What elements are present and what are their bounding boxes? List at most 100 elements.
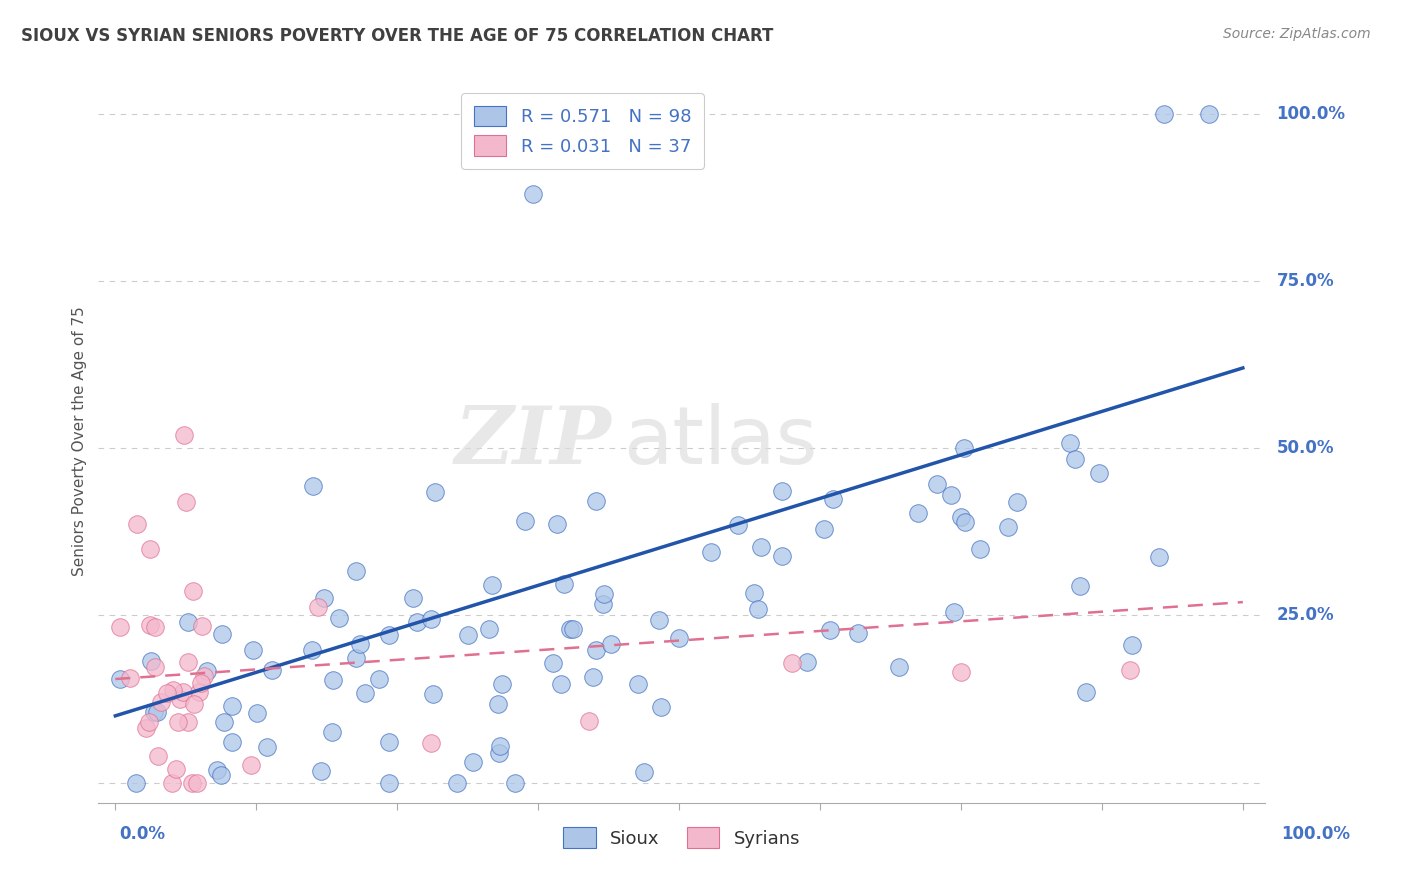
Point <box>148 748 170 763</box>
Point <box>139 618 162 632</box>
Point <box>1198 107 1220 121</box>
Point <box>481 578 503 592</box>
Point <box>925 477 948 491</box>
Point <box>242 643 264 657</box>
Point <box>1121 638 1143 652</box>
Point <box>747 601 769 615</box>
Text: 0.0%: 0.0% <box>120 825 166 843</box>
Point <box>997 520 1019 534</box>
Point <box>513 514 536 528</box>
Point <box>423 484 446 499</box>
Point <box>650 700 672 714</box>
Point <box>592 597 614 611</box>
Point <box>307 600 329 615</box>
Point <box>150 695 173 709</box>
Point <box>328 611 350 625</box>
Point <box>1069 579 1091 593</box>
Point <box>195 664 218 678</box>
Point <box>742 586 765 600</box>
Point <box>186 776 208 790</box>
Point <box>309 764 332 778</box>
Point <box>211 627 233 641</box>
Point <box>503 776 526 790</box>
Point <box>378 628 401 642</box>
Point <box>177 714 200 729</box>
Point <box>546 517 568 532</box>
Point <box>127 516 149 531</box>
Point <box>939 488 962 502</box>
Point <box>301 643 323 657</box>
Point <box>592 587 614 601</box>
Point <box>177 655 200 669</box>
Point <box>727 518 749 533</box>
Text: atlas: atlas <box>624 402 818 481</box>
Point <box>174 494 197 508</box>
Point <box>108 672 131 686</box>
Point <box>488 746 510 760</box>
Point <box>405 615 427 629</box>
Point <box>953 516 976 530</box>
Point <box>188 685 211 699</box>
Point <box>312 591 335 605</box>
Point <box>780 656 803 670</box>
Point <box>1005 495 1028 509</box>
Point <box>173 428 195 442</box>
Point <box>491 677 513 691</box>
Point <box>522 187 544 202</box>
Point <box>949 665 972 680</box>
Point <box>167 715 190 730</box>
Point <box>160 776 183 790</box>
Point <box>183 697 205 711</box>
Text: 25.0%: 25.0% <box>1277 607 1334 624</box>
Point <box>585 494 607 508</box>
Point <box>749 540 772 554</box>
Point <box>599 637 621 651</box>
Point <box>969 541 991 556</box>
Point <box>846 626 869 640</box>
Point <box>950 510 973 524</box>
Point <box>420 612 443 626</box>
Point <box>1088 467 1111 481</box>
Point <box>181 776 204 790</box>
Y-axis label: Seniors Poverty Over the Age of 75: Seniors Poverty Over the Age of 75 <box>72 307 87 576</box>
Point <box>239 757 262 772</box>
Point <box>162 682 184 697</box>
Point <box>169 692 191 706</box>
Point <box>205 763 228 777</box>
Point <box>125 776 148 790</box>
Point <box>346 564 368 578</box>
Point <box>156 686 179 700</box>
Point <box>193 669 215 683</box>
Point <box>146 706 169 720</box>
Point <box>191 619 214 633</box>
Point <box>585 643 607 657</box>
Point <box>322 673 344 687</box>
Point <box>560 622 582 636</box>
Point <box>699 545 721 559</box>
Point <box>143 660 166 674</box>
Text: ZIP: ZIP <box>456 403 612 480</box>
Point <box>953 442 976 456</box>
Point <box>489 739 512 753</box>
Text: 100.0%: 100.0% <box>1277 104 1346 123</box>
Text: Source: ZipAtlas.com: Source: ZipAtlas.com <box>1223 27 1371 41</box>
Legend: Sioux, Syrians: Sioux, Syrians <box>557 820 807 855</box>
Point <box>821 491 844 506</box>
Point <box>1153 107 1175 121</box>
Point <box>1119 663 1142 677</box>
Point <box>887 660 910 674</box>
Point <box>138 715 160 730</box>
Point <box>796 655 818 669</box>
Point <box>354 686 377 700</box>
Point <box>378 776 401 790</box>
Point <box>818 623 841 637</box>
Point <box>582 670 605 684</box>
Point <box>1059 436 1081 450</box>
Point <box>321 724 343 739</box>
Point <box>120 671 142 685</box>
Point <box>143 705 166 719</box>
Point <box>770 549 793 564</box>
Point <box>190 675 212 690</box>
Point <box>770 483 793 498</box>
Point <box>486 697 509 711</box>
